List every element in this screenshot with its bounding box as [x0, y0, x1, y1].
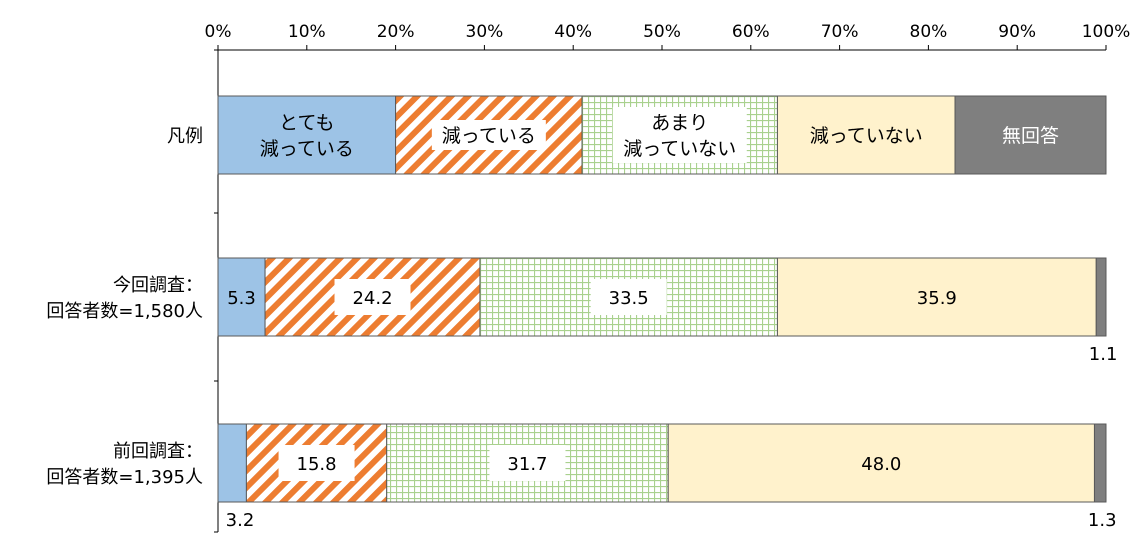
data-label: 48.0: [861, 454, 901, 475]
data-label: 1.3: [1088, 510, 1117, 531]
data-label: 33.5: [609, 288, 649, 309]
x-tick-label: 50%: [643, 22, 681, 42]
legend-swatch: [217, 95, 397, 175]
bar-segment: [1093, 423, 1107, 503]
data-label: 3.2: [226, 510, 255, 531]
legend-label: 減っていない: [623, 138, 736, 160]
x-tick-label: 70%: [821, 22, 859, 42]
legend-label: 減っていない: [810, 125, 923, 147]
x-tick-label: 0%: [205, 22, 232, 42]
category-label: 回答者数=1,580人: [46, 301, 203, 322]
legend-label-bg: [431, 120, 546, 150]
legend-label-bg: [612, 107, 747, 163]
data-label-bg: [334, 279, 411, 315]
x-tick-label: 90%: [998, 22, 1036, 42]
category-label: 今回調査：: [113, 275, 203, 296]
bar-segment: [217, 423, 247, 503]
bar-segment: [776, 257, 1097, 337]
category-label: 前回調査：: [113, 441, 203, 462]
data-label-bg: [278, 445, 355, 481]
bars: 今回調査： 回答者数=1,580人 5.3 24.2 33.5 35.9 1.1 前回調査： 回…: [46, 257, 1118, 531]
data-label: 24.2: [352, 288, 392, 309]
legend-label: 減っている: [442, 125, 536, 147]
data-label: 15.8: [297, 454, 337, 475]
data-label: 35.9: [917, 288, 957, 309]
x-tick-label: 10%: [288, 22, 326, 42]
bar-segment: [667, 423, 1095, 503]
category-label: 回答者数=1,395人: [46, 467, 203, 488]
legend-label: とても: [279, 112, 334, 134]
legend-label: 減っている: [260, 138, 354, 160]
x-tick-label: 80%: [910, 22, 948, 42]
axis: 0% 10% 20% 30% 40% 50% 60% 70% 80% 90% 100%: [205, 22, 1131, 533]
x-tick-label: 60%: [732, 22, 770, 42]
legend-swatch: [776, 95, 956, 175]
data-label: 5.3: [227, 288, 256, 309]
x-tick-label: 100%: [1082, 22, 1131, 42]
x-tick-label: 20%: [377, 22, 415, 42]
data-label-bg: [590, 279, 667, 315]
data-label: 31.7: [507, 454, 547, 475]
bar-segment: [1095, 257, 1107, 337]
data-label-bg: [489, 445, 566, 481]
legend-row-label: 凡例: [167, 126, 203, 147]
data-label: 1.1: [1089, 344, 1118, 365]
legend-label: 無回答: [1002, 125, 1059, 147]
x-tick-label: 40%: [554, 22, 592, 42]
x-tick-label: 30%: [466, 22, 504, 42]
legend-swatch: [954, 95, 1107, 175]
legend-label: あまり: [651, 112, 708, 134]
bar-segment: [217, 257, 266, 337]
